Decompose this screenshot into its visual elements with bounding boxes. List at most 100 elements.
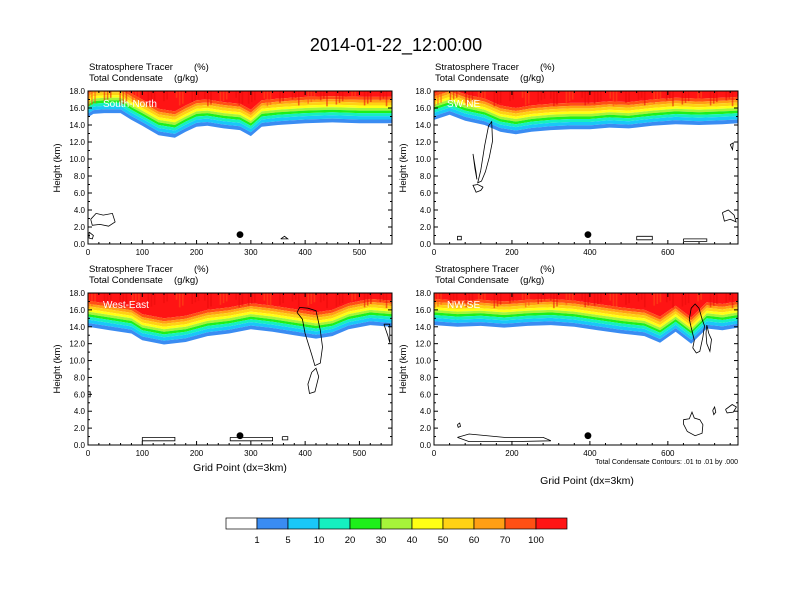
- colorbar-swatch: [349, 517, 382, 530]
- panel-3-tracer-streak: [712, 293, 715, 306]
- panel-3-tracer-band-4: [434, 307, 738, 329]
- panel-0-tracer-streak: [266, 91, 269, 107]
- colorbar-swatch: [411, 517, 444, 530]
- panel-2-tracer-streak: [131, 293, 134, 304]
- panel-3-tracer-streak: [596, 293, 599, 304]
- panel-1-tracer-streak: [628, 91, 630, 102]
- panel-2-tracer-band-9: [88, 321, 392, 345]
- panel-3-ytick-label: 10.0: [415, 357, 431, 366]
- panel-0-tracer-streak: [125, 91, 128, 103]
- panel-0-tracer-streak: [210, 91, 212, 105]
- panel-2-tracer-streak: [91, 293, 93, 307]
- colorbar-label: 70: [500, 535, 511, 546]
- panel-3-tracer-streak: [728, 293, 731, 301]
- panel-3-contour-unit: (g/kg): [520, 275, 544, 286]
- panel-0-field-unit: (%): [194, 62, 209, 73]
- panel-3-tracer-streak: [571, 293, 574, 302]
- panel-3-tracer-streak: [681, 293, 684, 307]
- panel-1-contour-2: [472, 153, 478, 180]
- panel-0-field-name: Stratosphere Tracer: [89, 62, 173, 73]
- panel-1-tracer-streak: [440, 91, 442, 103]
- panel-0-plot: 0.0 2.0 4.0 6.0 8.0 10.0 12.0 14.0 16.0 18.0 0 100 2…: [69, 87, 393, 257]
- colorbar-label: 100: [528, 535, 544, 546]
- panel-2-tracer-streak: [310, 293, 313, 304]
- panel-2-xtick-label: 100: [136, 449, 150, 458]
- panel-1-tracer-streak: [452, 91, 455, 100]
- panel-0-tracer-streak: [138, 91, 140, 99]
- panel-3-ylabel: Height (km): [398, 344, 409, 393]
- panel-1-contour-4: [722, 209, 737, 223]
- panel-2-field-name: Stratosphere Tracer: [89, 264, 173, 275]
- panel-2-tracer-streak: [191, 293, 194, 304]
- panel-0-tracer-streak: [335, 91, 338, 105]
- panel-2-ytick-label: 2.0: [74, 424, 86, 433]
- panel-3-tracer-band-8: [434, 317, 738, 340]
- panel-3-ytick-label: 0.0: [420, 441, 432, 450]
- panel-0-tracer-streak: [363, 91, 366, 106]
- panel-0-xtick-label: 400: [298, 248, 312, 257]
- panel-2-tracer-band-7: [88, 315, 392, 338]
- panel-2-tracer-streak: [197, 293, 200, 301]
- panel-3-tracer-streak: [584, 293, 587, 308]
- panel-1-tracer-streak: [687, 91, 690, 102]
- panel-2-tracer-band-5: [88, 309, 392, 332]
- panel-0-ytick-label: 2.0: [74, 223, 86, 232]
- panel-3-tracer-streak: [537, 293, 540, 304]
- panel-1-tracer-streak: [612, 91, 615, 107]
- panel-1-ytick-label: 2.0: [420, 223, 432, 232]
- panel-1-tracer-streak: [596, 91, 599, 103]
- panel-0-tracer-streak: [88, 91, 90, 107]
- panel-2-tracer-streak: [150, 293, 153, 307]
- panel-2-field-unit: (%): [194, 264, 209, 275]
- panel-3-tracer-band-7: [434, 315, 738, 337]
- panel-2-tracer-streak: [88, 293, 90, 309]
- panel-0-ytick-label: 10.0: [69, 155, 85, 164]
- panel-3-tracer-streak: [452, 293, 455, 302]
- panel-2-tracer-streak: [175, 293, 178, 300]
- panel-2-tracer-band-8: [88, 317, 392, 341]
- panel-1-tracer-band-3: [434, 94, 738, 117]
- panel-2-xtick-label: 500: [353, 449, 367, 458]
- panel-sw-ne: Stratosphere Tracer (%) Total Condensate…: [398, 62, 739, 257]
- panel-1-tracer-streak: [449, 91, 452, 102]
- panel-2-tracer-streak: [297, 293, 300, 308]
- panel-3-ytick-label: 2.0: [420, 424, 432, 433]
- panel-0-condensate-contours: [88, 212, 289, 240]
- panel-1-ytick-label: 6.0: [420, 189, 432, 198]
- panel-1-contour-1: [477, 120, 493, 184]
- panel-3-tracer-streak: [615, 293, 618, 307]
- panel-1-tracer-streak: [669, 91, 671, 99]
- panel-1-plot: 0.0 2.0 4.0 6.0 8.0 10.0 12.0 14.0 16.0 18.0 0 200 4…: [415, 87, 739, 257]
- panel-2-ytick-label: 12.0: [69, 340, 85, 349]
- panel-3-xtick-label: 400: [583, 449, 597, 458]
- panel-1-tracer-streak: [493, 91, 496, 107]
- panel-0-tracer-streak: [197, 91, 200, 99]
- panel-1-tracer-streak: [709, 91, 712, 106]
- panel-3-tracer-streak: [481, 293, 483, 303]
- panel-1-tracer-streak: [543, 91, 546, 99]
- panel-2-tracer-streak: [238, 293, 241, 308]
- panel-3-tracer-streak: [540, 293, 543, 303]
- panel-3-tracer-streak: [434, 293, 436, 309]
- panel-0-ytick-label: 4.0: [74, 206, 86, 215]
- panel-3-tracer-streak: [587, 293, 590, 306]
- panel-2-tracer-streak: [354, 293, 356, 300]
- panel-1-tracer-streak: [499, 91, 502, 103]
- panel-1-tracer-streak: [593, 91, 596, 104]
- panel-3-tracer-streak: [643, 293, 646, 308]
- panel-2-plot: 0.0 2.0 4.0 6.0 8.0 10.0 12.0 14.0 16.0 18.0 0 100 2…: [69, 289, 393, 458]
- colorbar-label: 1: [254, 535, 259, 546]
- panel-2-tracer-streak: [241, 293, 244, 306]
- panel-0-label: South-North: [103, 99, 157, 110]
- panel-0-tracer-streak: [119, 91, 121, 106]
- panel-0-tracer-streak: [341, 91, 344, 102]
- panel-2-tracer-streak: [341, 293, 344, 304]
- panel-3-tracer-streak: [653, 293, 655, 306]
- panel-0-ytick-label: 18.0: [69, 87, 85, 96]
- panel-1-tracer-streak: [455, 91, 458, 98]
- panel-3-contour-1: [688, 303, 705, 354]
- panel-2-ylabel: Height (km): [52, 344, 63, 393]
- colorbar-label: 50: [438, 535, 449, 546]
- panel-3-tracer-band-6: [434, 312, 738, 334]
